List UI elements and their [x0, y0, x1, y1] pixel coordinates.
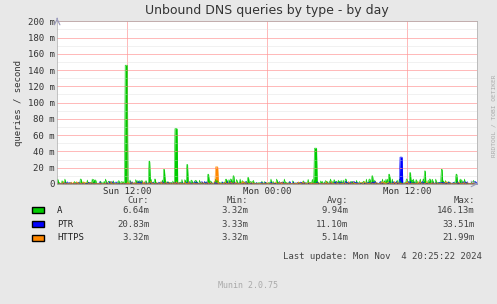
Text: Cur:: Cur:: [128, 196, 149, 205]
Text: Max:: Max:: [453, 196, 475, 205]
Text: 9.94m: 9.94m: [321, 206, 348, 215]
Text: Avg:: Avg:: [327, 196, 348, 205]
Text: Last update: Mon Nov  4 20:25:22 2024: Last update: Mon Nov 4 20:25:22 2024: [283, 252, 482, 261]
Text: 21.99m: 21.99m: [442, 233, 475, 242]
Text: 3.32m: 3.32m: [222, 233, 248, 242]
Text: Munin 2.0.75: Munin 2.0.75: [219, 281, 278, 290]
Title: Unbound DNS queries by type - by day: Unbound DNS queries by type - by day: [145, 4, 389, 17]
Text: 20.83m: 20.83m: [117, 219, 149, 229]
Text: 3.32m: 3.32m: [222, 206, 248, 215]
Text: 6.64m: 6.64m: [122, 206, 149, 215]
Text: PTR: PTR: [57, 219, 73, 229]
Text: 146.13m: 146.13m: [437, 206, 475, 215]
Text: 11.10m: 11.10m: [316, 219, 348, 229]
Text: 5.14m: 5.14m: [321, 233, 348, 242]
Text: A: A: [57, 206, 63, 215]
Text: 3.32m: 3.32m: [122, 233, 149, 242]
Text: 33.51m: 33.51m: [442, 219, 475, 229]
Text: RRDTOOL / TOBI OETIKER: RRDTOOL / TOBI OETIKER: [491, 74, 496, 157]
Text: HTTPS: HTTPS: [57, 233, 84, 242]
Text: 3.33m: 3.33m: [222, 219, 248, 229]
Y-axis label: queries / second: queries / second: [14, 60, 23, 146]
Text: Min:: Min:: [227, 196, 248, 205]
